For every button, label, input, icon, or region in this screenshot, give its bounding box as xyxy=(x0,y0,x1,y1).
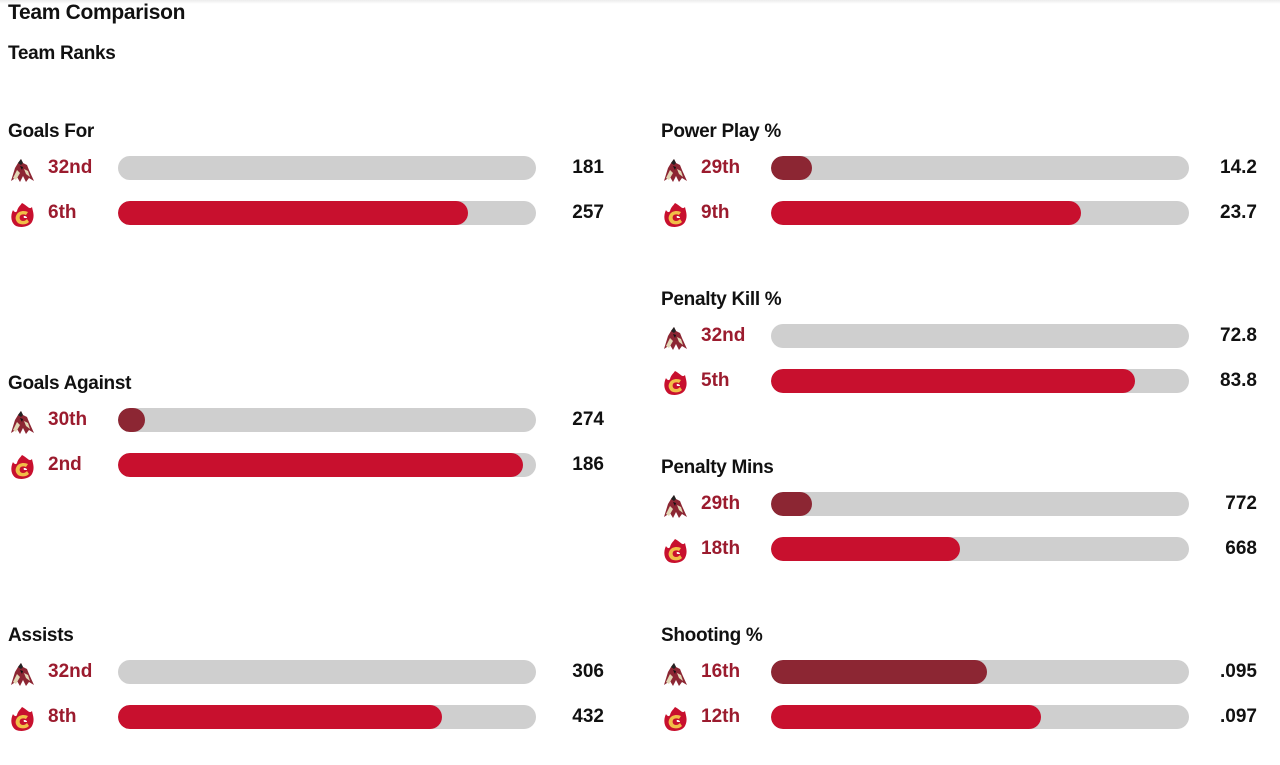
progress-track xyxy=(118,705,536,729)
rank-label: 29th xyxy=(701,493,741,514)
progress-track xyxy=(771,156,1189,180)
progress-track xyxy=(118,660,536,684)
team-row-flames: 9th 23.7 xyxy=(661,201,1261,225)
progress-fill xyxy=(771,705,1041,729)
progress-track xyxy=(771,201,1189,225)
rank-label: 5th xyxy=(701,370,730,391)
team-row-flames: 8th 432 xyxy=(8,705,608,729)
team-row-coyotes: 32nd 72.8 xyxy=(661,324,1261,348)
progress-track xyxy=(771,492,1189,516)
stat-value: 257 xyxy=(572,202,604,223)
rank-label: 9th xyxy=(701,202,730,223)
flames-logo-icon xyxy=(8,705,36,733)
coyotes-logo-icon xyxy=(8,408,36,436)
stat-value: .097 xyxy=(1220,706,1257,727)
progress-fill xyxy=(118,408,146,432)
stat-value: 432 xyxy=(572,706,604,727)
progress-fill xyxy=(771,369,1136,393)
rank-label: 16th xyxy=(701,661,741,682)
flames-logo-icon xyxy=(661,201,689,229)
rank-label: 6th xyxy=(48,202,77,223)
rank-label: 32nd xyxy=(48,661,93,682)
stat-title: Penalty Kill % xyxy=(661,289,782,310)
coyotes-logo-icon xyxy=(661,156,689,184)
progress-track xyxy=(118,408,536,432)
team-row-flames: 18th 668 xyxy=(661,537,1261,561)
stat-value: 186 xyxy=(572,454,604,475)
stat-penalty-kill: Penalty Kill % 32nd 72.8 5th 83.8 xyxy=(661,289,1261,429)
rank-label: 29th xyxy=(701,157,741,178)
stat-title: Assists xyxy=(8,625,74,646)
stat-value: 72.8 xyxy=(1220,325,1257,346)
stat-value: 23.7 xyxy=(1220,202,1257,223)
team-row-coyotes: 29th 14.2 xyxy=(661,156,1261,180)
stat-value: 14.2 xyxy=(1220,157,1257,178)
stat-assists: Assists 32nd 306 8th 432 xyxy=(8,625,608,765)
rank-label: 32nd xyxy=(48,157,93,178)
team-row-flames: 5th 83.8 xyxy=(661,369,1261,393)
rank-label: 18th xyxy=(701,538,741,559)
stat-title: Goals For xyxy=(8,121,94,142)
stat-title: Goals Against xyxy=(8,373,132,394)
progress-fill xyxy=(118,705,442,729)
stat-goals-against: Goals Against 30th 274 2nd 186 xyxy=(8,373,608,513)
stat-title: Power Play % xyxy=(661,121,781,142)
progress-track xyxy=(118,453,536,477)
stat-penalty-mins: Penalty Mins 29th 772 18th 668 xyxy=(661,457,1261,597)
stat-title: Shooting % xyxy=(661,625,763,646)
team-row-coyotes: 30th 274 xyxy=(8,408,608,432)
progress-fill xyxy=(771,492,812,516)
rank-label: 30th xyxy=(48,409,88,430)
progress-track xyxy=(771,660,1189,684)
progress-track xyxy=(118,201,536,225)
stat-power-play: Power Play % 29th 14.2 9th 23.7 xyxy=(661,121,1261,261)
coyotes-logo-icon xyxy=(661,660,689,688)
coyotes-logo-icon xyxy=(661,324,689,352)
rank-label: 2nd xyxy=(48,454,82,475)
coyotes-logo-icon xyxy=(8,660,36,688)
stat-value: 83.8 xyxy=(1220,370,1257,391)
team-row-coyotes: 16th .095 xyxy=(661,660,1261,684)
progress-fill xyxy=(118,453,523,477)
progress-fill xyxy=(771,156,812,180)
team-row-coyotes: 32nd 306 xyxy=(8,660,608,684)
stat-value: 772 xyxy=(1225,493,1257,514)
progress-fill xyxy=(771,201,1082,225)
progress-fill xyxy=(771,537,960,561)
stat-value: 274 xyxy=(572,409,604,430)
progress-fill xyxy=(118,201,469,225)
progress-fill xyxy=(771,660,987,684)
stat-value: 306 xyxy=(572,661,604,682)
coyotes-logo-icon xyxy=(8,156,36,184)
team-row-flames: 6th 257 xyxy=(8,201,608,225)
progress-track xyxy=(771,537,1189,561)
stat-value: 668 xyxy=(1225,538,1257,559)
flames-logo-icon xyxy=(661,537,689,565)
flames-logo-icon xyxy=(661,705,689,733)
rank-label: 12th xyxy=(701,706,741,727)
stat-goals-for: Goals For 32nd 181 6th 257 xyxy=(8,121,608,261)
flames-logo-icon xyxy=(8,201,36,229)
rank-label: 32nd xyxy=(701,325,746,346)
stat-value: 181 xyxy=(572,157,604,178)
progress-track xyxy=(771,324,1189,348)
flames-logo-icon xyxy=(8,453,36,481)
stat-value: .095 xyxy=(1220,661,1257,682)
rank-label: 8th xyxy=(48,706,77,727)
team-row-coyotes: 32nd 181 xyxy=(8,156,608,180)
team-row-flames: 12th .097 xyxy=(661,705,1261,729)
progress-track xyxy=(771,369,1189,393)
top-shadow xyxy=(0,0,1280,4)
flames-logo-icon xyxy=(661,369,689,397)
coyotes-logo-icon xyxy=(661,492,689,520)
section-title: Team Ranks xyxy=(8,43,116,64)
page-title: Team Comparison xyxy=(8,1,186,24)
progress-track xyxy=(118,156,536,180)
team-row-coyotes: 29th 772 xyxy=(661,492,1261,516)
stat-title: Penalty Mins xyxy=(661,457,774,478)
stat-shooting: Shooting % 16th .095 12th .097 xyxy=(661,625,1261,765)
team-row-flames: 2nd 186 xyxy=(8,453,608,477)
progress-track xyxy=(771,705,1189,729)
